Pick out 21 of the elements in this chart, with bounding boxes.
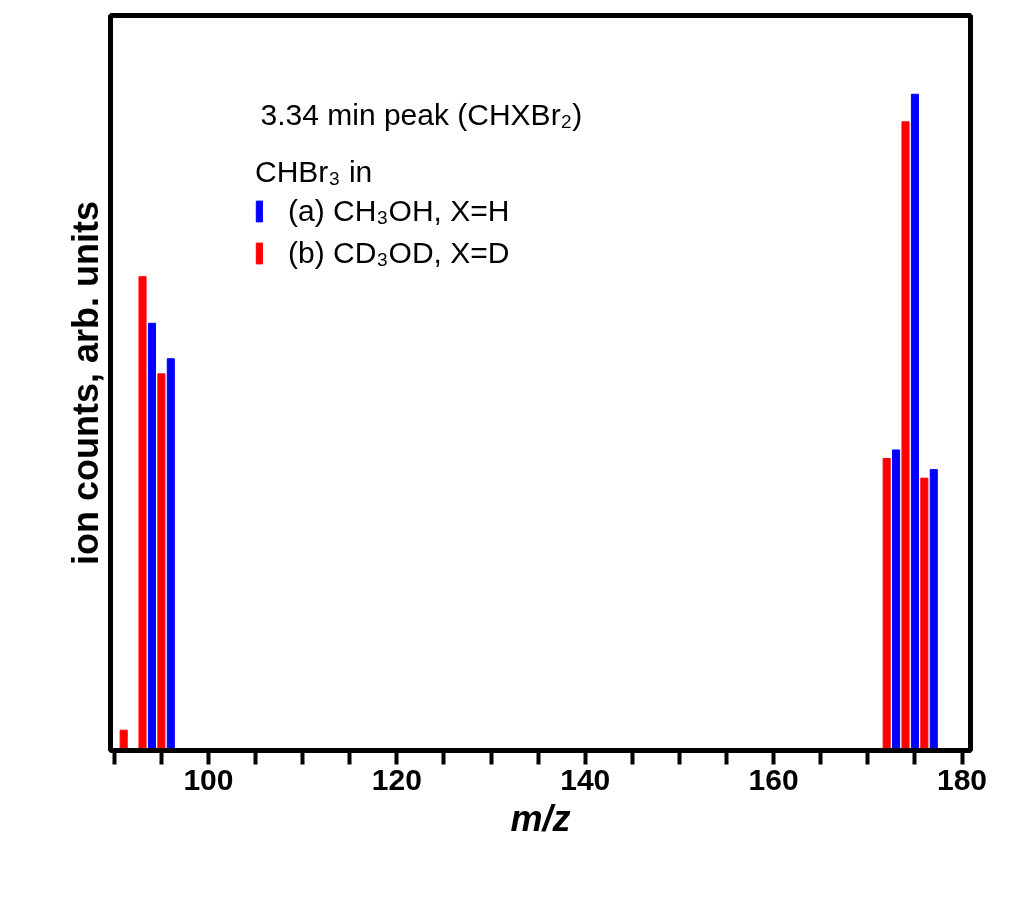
legend-title: CHBr₃ in [255,155,374,189]
bar [901,121,910,751]
legend-label: (a) CH₃OH, X=H [288,194,510,228]
bar [929,469,938,751]
x-tick-label: 100 [183,762,234,796]
legend-label: (b) CD₃OD, X=D [288,236,510,270]
x-tick-label: 140 [560,762,611,796]
bar [910,93,919,751]
bar [157,373,166,751]
x-tick-label: 160 [748,762,799,796]
bar [138,276,147,751]
bar [920,477,929,751]
bar [882,457,891,751]
x-tick-label: 120 [371,762,422,796]
y-axis-title: ion counts, arb. units [64,200,106,565]
annotation: 3.34 min peak (CHXBr₂) [260,97,583,131]
x-axis-title: m/z [510,797,571,839]
x-tick-label: 180 [937,762,988,796]
bar [147,322,156,751]
bar [166,358,175,751]
bar [892,449,901,751]
